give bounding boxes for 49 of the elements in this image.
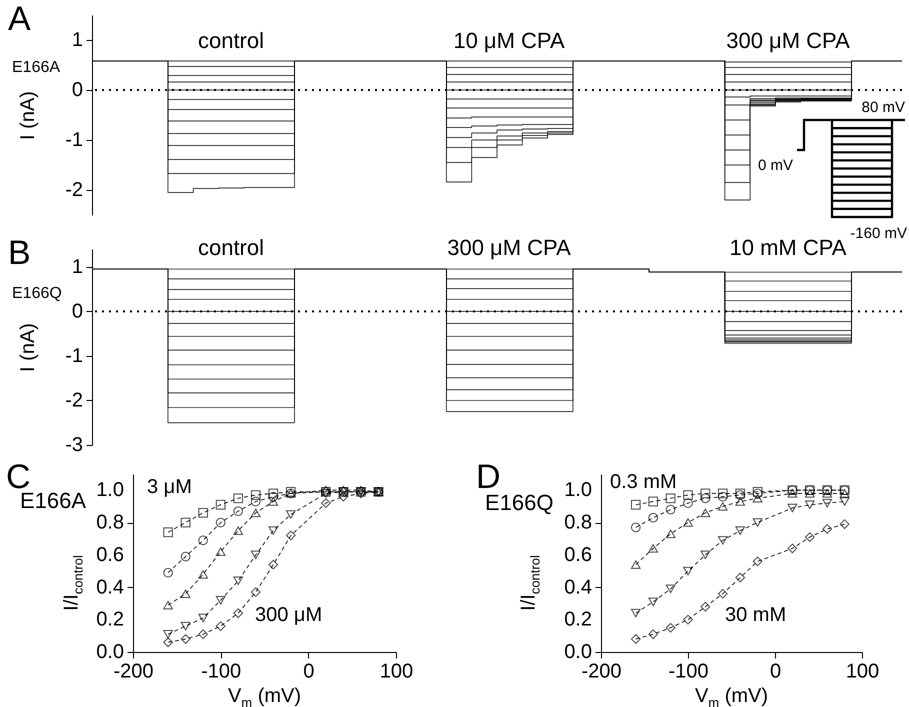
text: B [8,234,31,272]
y-tick-label: -3 [65,434,83,456]
y-tick-label: -2 [65,179,83,201]
x-tick-label: -200 [113,660,154,682]
y-tick-label: 0.8 [96,512,124,534]
annotation: 30 mM [725,604,786,626]
y-tick-label: -1 [65,129,83,151]
x-tick-label: 0 [770,660,782,682]
annotation: 80 mV [862,99,905,116]
annotation: control [198,235,264,260]
annotation: 10 μM CPA [453,28,565,53]
annotation: 3 μM [147,476,192,498]
y-axis-title: I (nA) [17,323,39,372]
y-tick-label: 1.0 [564,479,592,502]
text: E166A [12,59,60,76]
y-tick-label: 0 [72,79,83,101]
y-tick-label: 1 [72,29,83,51]
x-tick-label: 0 [303,660,314,682]
text: A [8,0,31,38]
y-tick-label: -2 [65,389,83,412]
annotation: 300 μM CPA [726,28,850,53]
annotation: 300 μM [255,604,322,626]
y-tick-label: 1 [72,256,83,278]
y-axis-title: I (nA) [17,91,39,140]
y-tick-label: 0.0 [564,641,592,663]
x-tick-label: -200 [581,660,622,682]
annotation: control [198,28,264,53]
y-tick-label: -1 [65,344,83,367]
y-tick-label: 0.8 [564,512,592,534]
annotation: 0 mV [758,157,793,174]
x-tick-label: -100 [668,660,709,682]
x-tick-label: -100 [201,660,242,682]
annotation: 10 mM CPA [730,235,846,260]
x-axis-title: V$_{m}$ (mV) [228,685,302,707]
annotation: 0.3 mM [610,471,677,493]
y-tick-label: 0.6 [564,544,592,566]
annotation: 300 μM CPA [447,235,571,260]
x-axis-title: V$_{m}$ (mV) [694,685,768,707]
y-tick-label: 0.2 [564,608,592,631]
x-tick-label: 100 [846,660,880,682]
y-tick-label: 0 [72,300,83,322]
y-tick-label: 0.6 [96,544,124,566]
text: E166Q [12,285,62,302]
y-tick-label: 0.4 [96,576,124,598]
y-tick-label: 0.4 [564,576,592,598]
y-tick-label: 0.2 [96,608,124,631]
y-tick-label: 1.0 [96,479,124,502]
x-tick-label: 100 [380,660,414,682]
y-tick-label: 0.0 [96,641,124,663]
